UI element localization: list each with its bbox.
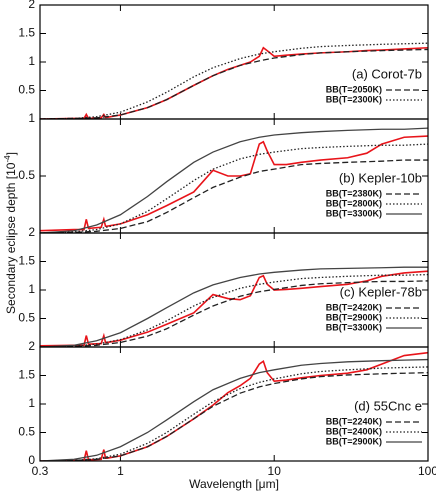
series-line [40, 135, 428, 232]
legend-label: BB(T=2900K) [326, 312, 382, 322]
series-line [40, 280, 428, 347]
y-tick-label: 1 [28, 282, 35, 296]
y-tick-label: 0.5 [18, 425, 35, 439]
legend-label: BB(T=3300K) [326, 322, 382, 332]
series-line [40, 358, 428, 461]
y-tick-label: 1.5 [18, 254, 35, 268]
legend-label: BB(T=3300K) [326, 208, 382, 218]
x-tick-label: 1 [117, 464, 124, 478]
legend-label: BB(T=2800K) [326, 198, 382, 208]
y-tick-label: 0 [28, 453, 35, 467]
y-tick-label: 1 [28, 111, 35, 125]
y-tick-label: 2 [28, 0, 35, 11]
series-line [40, 366, 428, 461]
x-axis-label: Wavelength [μm] [189, 477, 279, 491]
y-tick-label: 2 [28, 225, 35, 239]
y-tick-label: 0.5 [18, 311, 35, 325]
y-tick-label: 1.5 [18, 368, 35, 382]
series-line [40, 372, 428, 461]
panel-label: (b) Kepler-10b [339, 170, 422, 185]
y-axis-label: Secondary eclipse depth [10-4] [3, 152, 19, 314]
legend-label: BB(T=2300K) [326, 94, 382, 104]
plot-area [40, 42, 428, 119]
series-line [40, 127, 428, 233]
series-line [40, 46, 428, 119]
legend-label: BB(T=2380K) [326, 188, 382, 198]
y-tick-label: 1.5 [18, 26, 35, 40]
legend-label: BB(T=2900K) [326, 436, 382, 446]
legend-label: BB(T=2050K) [326, 84, 382, 94]
plot-frame [39, 346, 429, 462]
x-tick-label: 0.3 [32, 464, 49, 478]
plot-area [40, 266, 428, 347]
y-tick-label: 1 [28, 396, 35, 410]
panel-label: (c) Kepler-78b [340, 284, 422, 299]
series-line [40, 48, 428, 119]
x-tick-label: 100 [418, 464, 436, 478]
plot-area [40, 127, 428, 233]
series-line [40, 143, 428, 233]
panel-label: (a) Corot-7b [352, 66, 422, 81]
plot-area [40, 351, 428, 461]
y-tick-label: 1 [28, 54, 35, 68]
series-line [40, 266, 428, 347]
series-line [40, 159, 428, 233]
legend-label: BB(T=2400K) [326, 426, 382, 436]
legend-label: BB(T=2420K) [326, 302, 382, 312]
panel-label: (d) 55Cnc e [354, 398, 422, 413]
legend-label: BB(T=2240K) [326, 416, 382, 426]
y-tick-label: 0.5 [18, 168, 35, 182]
y-tick-label: 0.5 [18, 83, 35, 97]
series-line [40, 273, 428, 347]
x-tick-label: 10 [268, 464, 282, 478]
y-tick-label: 2 [28, 339, 35, 353]
